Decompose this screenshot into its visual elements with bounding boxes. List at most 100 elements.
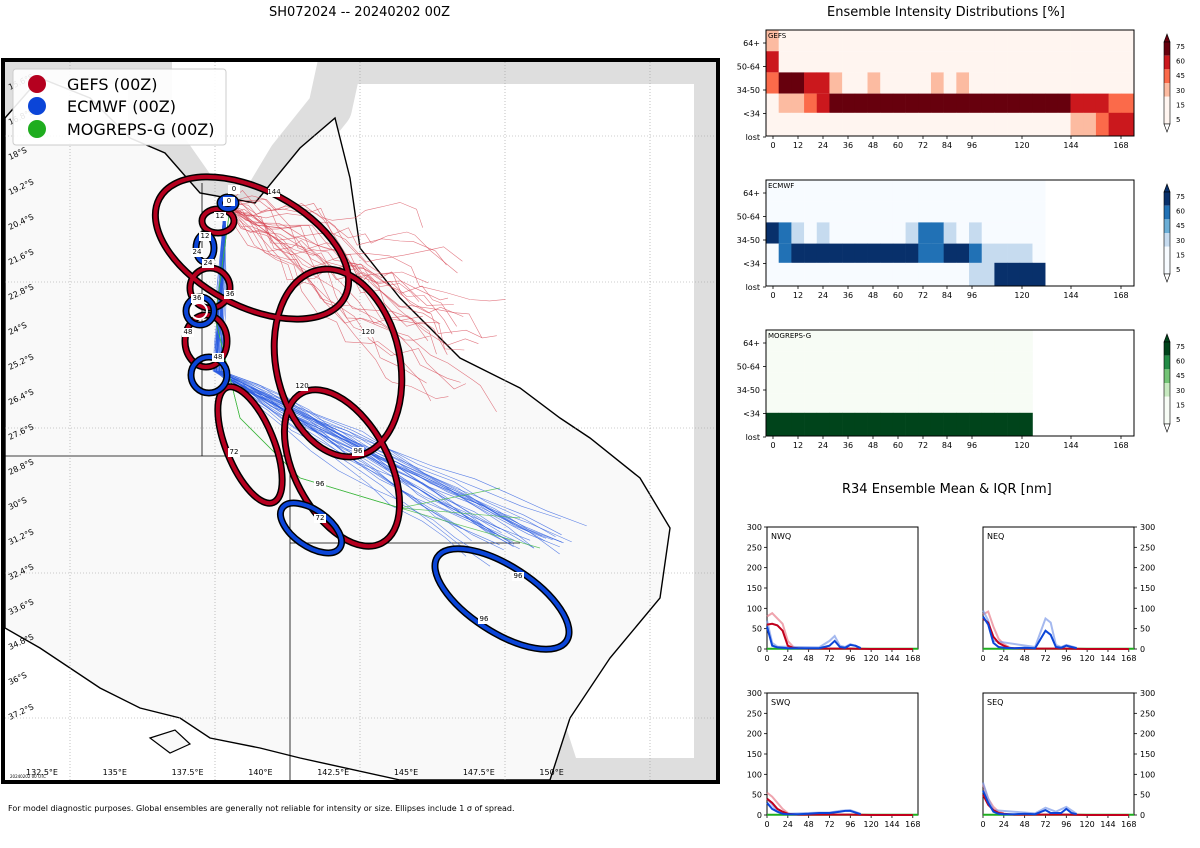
heat-cell <box>943 372 957 394</box>
heat-cell <box>1070 93 1084 115</box>
r34-ytick-label: 200 <box>1140 564 1155 573</box>
heat-cell <box>804 262 818 286</box>
heat-xtick-label: 120 <box>1014 291 1029 300</box>
intensity-panel-ecmwf: ECMWF 64+ 50-64 34-50 <34 lost 0 12 24 36 48 60 72 84… <box>737 179 1185 300</box>
heat-cell <box>829 262 843 286</box>
ecmwf-mean-line <box>766 626 862 650</box>
heat-cell <box>969 412 983 436</box>
heat-xtick-label: 36 <box>843 141 853 150</box>
heat-cell <box>969 222 983 244</box>
heat-cell <box>1070 112 1084 136</box>
heat-cell <box>892 72 906 94</box>
heat-cell <box>816 112 830 136</box>
heat-xtick-label: 168 <box>1113 291 1128 300</box>
r34-ytick-label: 250 <box>1140 543 1155 552</box>
heat-cell <box>918 243 932 265</box>
heat-cell <box>1121 112 1135 136</box>
r34-ytick-label: 100 <box>747 770 762 779</box>
heat-cell <box>956 72 970 94</box>
heat-cell <box>842 180 856 202</box>
colorbar-tick-label: 15 <box>1176 251 1185 259</box>
gefs-track <box>224 202 467 390</box>
heat-ytick-label: <34 <box>743 260 760 269</box>
heat-cell <box>766 51 779 73</box>
heat-cell <box>1095 30 1109 52</box>
heat-cell <box>778 30 792 52</box>
heat-cell <box>981 180 995 202</box>
colorbar-bottom-arrow <box>1163 423 1171 433</box>
heat-ytick-label: 50-64 <box>737 63 760 72</box>
heat-cell <box>1032 51 1046 73</box>
heat-cell <box>1007 112 1021 136</box>
heat-cell <box>766 330 779 352</box>
heat-cell <box>854 330 868 352</box>
heat-cell <box>829 201 843 223</box>
ecmwf-hour-label: 96 <box>480 615 489 623</box>
heat-cell <box>1007 51 1021 73</box>
heat-cell <box>829 372 843 394</box>
r34-ytick-label: 250 <box>747 709 762 718</box>
heat-cell <box>829 93 843 115</box>
gefs-label-bg <box>314 480 326 489</box>
colorbar-tick-label: 75 <box>1176 43 1185 51</box>
heat-cell <box>778 243 792 265</box>
heat-cell <box>994 412 1008 436</box>
r34-frame <box>982 526 1135 650</box>
heat-cell <box>956 351 970 373</box>
heat-xtick-label: 84 <box>942 291 952 300</box>
r34-frame <box>982 692 1135 816</box>
ecmwf-label-bg <box>191 248 203 257</box>
heat-cell <box>791 412 805 436</box>
heat-cell <box>766 412 779 436</box>
heat-cell <box>1019 262 1033 286</box>
heat-cell <box>804 72 818 94</box>
colorbar-tick-label: 5 <box>1176 416 1180 424</box>
heat-cell <box>981 30 995 52</box>
heat-cell <box>816 412 830 436</box>
heat-cell <box>842 222 856 244</box>
ecmwf-hour-label: 48 <box>214 353 223 361</box>
heat-cell <box>994 93 1008 115</box>
heat-xtick-label: 60 <box>893 291 903 300</box>
heat-cell <box>981 51 995 73</box>
heat-cell <box>867 262 881 286</box>
heat-cell <box>1108 72 1122 94</box>
heat-cell <box>842 30 856 52</box>
heat-cell <box>956 330 970 352</box>
heat-cell <box>994 330 1008 352</box>
heat-cell <box>1108 30 1122 52</box>
heat-cell <box>994 30 1008 52</box>
heat-cell <box>867 30 881 52</box>
heat-cell <box>1057 51 1071 73</box>
colorbar-top-arrow <box>1163 33 1171 43</box>
heat-xtick-label: 168 <box>1113 141 1128 150</box>
heat-cell <box>816 30 830 52</box>
heat-cell <box>1019 222 1033 244</box>
heat-cell <box>969 72 983 94</box>
r34-xtick-label: 144 <box>884 820 899 829</box>
heat-cell <box>791 112 805 136</box>
heat-xtick-label: 12 <box>793 291 803 300</box>
r34-xtick-label: 120 <box>863 820 878 829</box>
r34-panel-label: SEQ <box>987 698 1003 707</box>
heat-cell <box>854 351 868 373</box>
heat-cell <box>816 180 830 202</box>
heat-cell <box>854 72 868 94</box>
heat-cell <box>1121 72 1135 94</box>
heat-cell <box>778 180 792 202</box>
heat-cell <box>867 112 881 136</box>
r34-ytick-label: 50 <box>752 791 762 800</box>
heat-cell <box>880 262 894 286</box>
heat-xtick-label: 24 <box>818 291 828 300</box>
heat-xtick-label: 24 <box>818 141 828 150</box>
heat-cell <box>918 393 932 415</box>
heat-cell <box>778 351 792 373</box>
heat-cell <box>918 351 932 373</box>
colorbar-segment <box>1164 260 1170 274</box>
heat-cell <box>1032 72 1046 94</box>
gefs-iqr-line <box>766 791 789 814</box>
heat-cell <box>867 93 881 115</box>
r34-ytick-label: 100 <box>1140 770 1155 779</box>
heat-ytick-label: <34 <box>743 110 760 119</box>
r34-ytick-label: 200 <box>747 564 762 573</box>
